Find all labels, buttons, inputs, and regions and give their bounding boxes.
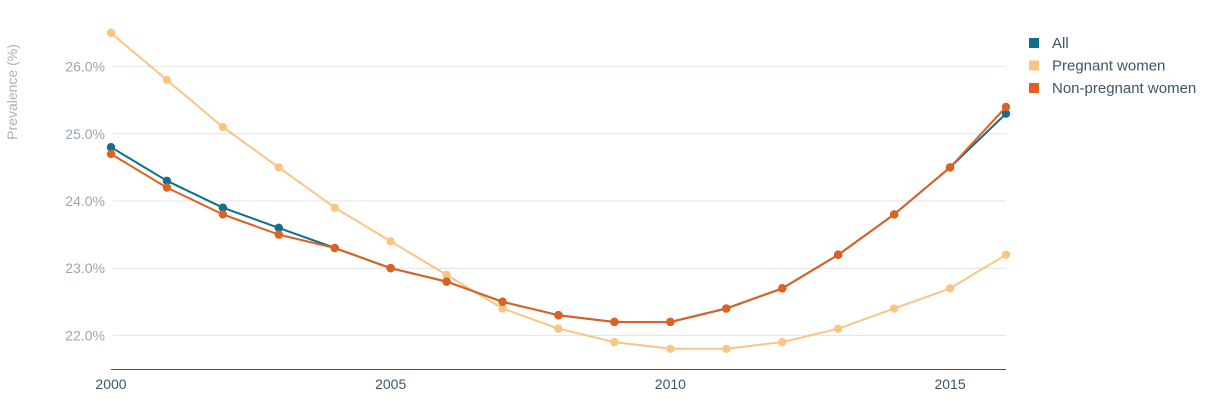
data-point[interactable]	[274, 163, 284, 172]
y-axis-label: Prevalence (%)	[4, 44, 20, 140]
data-point[interactable]	[274, 223, 284, 233]
legend-item[interactable]: Non-pregnant women	[1029, 80, 1196, 97]
y-tick-label: 23.0%	[65, 260, 105, 276]
data-point[interactable]	[218, 210, 228, 219]
y-tick-label: 22.0%	[65, 327, 105, 343]
data-point[interactable]	[442, 270, 451, 280]
data-point[interactable]	[722, 344, 731, 354]
legend: All Pregnant women Non-pregnant women	[1029, 35, 1196, 97]
data-point[interactable]	[330, 243, 339, 253]
legend-swatch	[1029, 38, 1039, 48]
series-non-pregnant-women	[106, 102, 1011, 327]
data-point[interactable]	[162, 176, 172, 186]
data-point[interactable]	[386, 264, 395, 273]
series-pregnant-women	[106, 28, 1011, 354]
data-point[interactable]	[666, 317, 675, 327]
data-point[interactable]	[218, 203, 228, 212]
x-tick-label: 2010	[655, 376, 686, 392]
x-tick-label: 2000	[95, 376, 126, 392]
data-point[interactable]	[1001, 250, 1011, 259]
legend-label: All	[1052, 35, 1069, 52]
data-point[interactable]	[218, 122, 228, 132]
y-tick-label: 26.0%	[65, 59, 105, 75]
y-tick-label: 24.0%	[65, 193, 105, 209]
data-point[interactable]	[945, 284, 955, 293]
x-tick-label: 2015	[934, 376, 965, 392]
data-point[interactable]	[833, 324, 843, 333]
series-line	[110, 106, 1007, 323]
series-line	[110, 112, 1007, 323]
data-point[interactable]	[1001, 109, 1011, 118]
data-point[interactable]	[889, 304, 899, 313]
data-point[interactable]	[610, 337, 619, 347]
data-point[interactable]	[442, 277, 451, 286]
data-point[interactable]	[778, 284, 787, 293]
data-point[interactable]	[274, 230, 284, 239]
x-axis: 2000 2005 2010 2015	[95, 369, 1006, 392]
data-point[interactable]	[106, 28, 116, 38]
legend-item[interactable]: Pregnant women	[1029, 58, 1165, 75]
data-point[interactable]	[162, 183, 172, 192]
series-group	[106, 28, 1011, 354]
data-point[interactable]	[554, 311, 563, 320]
series-line	[110, 32, 1007, 350]
data-point[interactable]	[778, 337, 787, 347]
gridlines	[113, 66, 1006, 336]
data-point[interactable]	[106, 149, 116, 159]
legend-label: Non-pregnant women	[1052, 80, 1196, 97]
legend-swatch	[1029, 83, 1039, 93]
data-point[interactable]	[498, 304, 507, 313]
data-point[interactable]	[386, 237, 395, 246]
data-point[interactable]	[889, 210, 899, 219]
data-point[interactable]	[722, 304, 731, 313]
data-point[interactable]	[554, 324, 563, 333]
data-point[interactable]	[498, 297, 507, 306]
data-point[interactable]	[330, 203, 339, 212]
legend-label: Pregnant women	[1052, 58, 1165, 75]
data-point[interactable]	[106, 143, 116, 152]
y-tick-label: 25.0%	[65, 126, 105, 142]
legend-swatch	[1029, 60, 1039, 71]
data-point[interactable]	[1001, 102, 1011, 112]
data-point[interactable]	[945, 163, 955, 172]
data-point[interactable]	[666, 344, 675, 354]
x-tick-label: 2005	[375, 376, 406, 392]
data-point[interactable]	[833, 250, 843, 259]
legend-item[interactable]: All	[1029, 35, 1069, 52]
data-point[interactable]	[610, 317, 619, 327]
y-axis-ticks: 22.0% 23.0% 24.0% 25.0% 26.0%	[65, 59, 105, 344]
data-point[interactable]	[162, 75, 172, 85]
